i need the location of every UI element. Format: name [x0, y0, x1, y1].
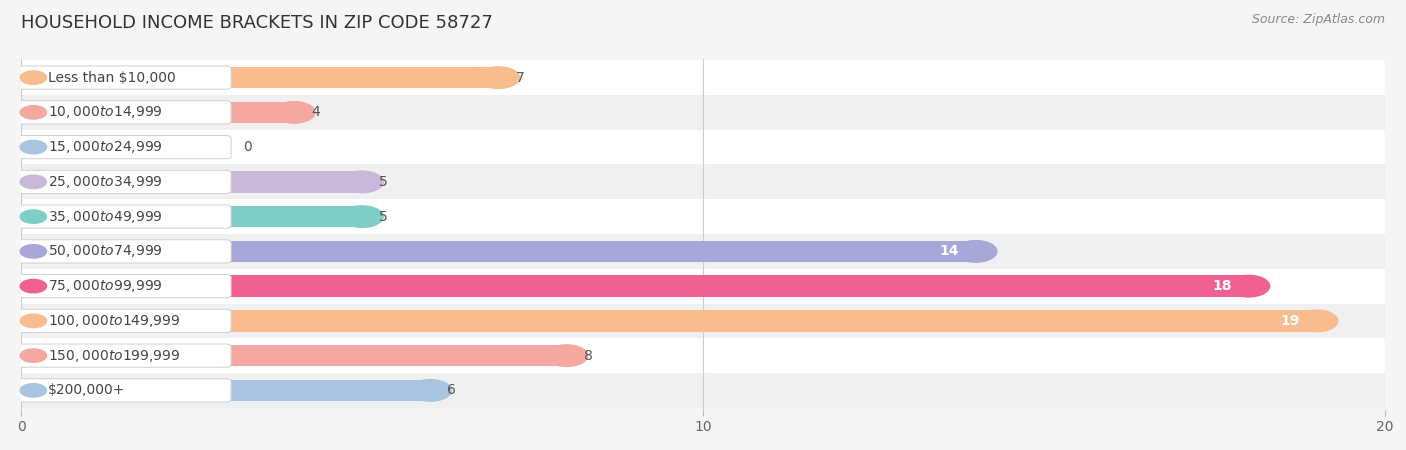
- Bar: [0, 338, 1406, 373]
- Text: Less than $10,000: Less than $10,000: [48, 71, 176, 85]
- Text: Source: ZipAtlas.com: Source: ZipAtlas.com: [1251, 14, 1385, 27]
- FancyBboxPatch shape: [15, 274, 231, 298]
- Bar: [21, 345, 567, 366]
- Bar: [21, 136, 31, 158]
- Text: 19: 19: [1281, 314, 1299, 328]
- FancyBboxPatch shape: [15, 170, 231, 194]
- Bar: [21, 102, 294, 123]
- FancyBboxPatch shape: [15, 240, 231, 263]
- Bar: [21, 206, 363, 227]
- Circle shape: [1227, 275, 1270, 297]
- Text: 4: 4: [311, 105, 319, 119]
- Text: $200,000+: $200,000+: [48, 383, 125, 397]
- Text: 7: 7: [516, 71, 524, 85]
- Bar: [0, 269, 1406, 303]
- Circle shape: [0, 102, 42, 123]
- Bar: [0, 199, 1406, 234]
- Text: $100,000 to $149,999: $100,000 to $149,999: [48, 313, 181, 329]
- Text: $15,000 to $24,999: $15,000 to $24,999: [48, 139, 163, 155]
- Circle shape: [1295, 310, 1339, 332]
- FancyBboxPatch shape: [15, 66, 231, 89]
- Circle shape: [0, 206, 42, 227]
- Circle shape: [273, 102, 315, 123]
- Circle shape: [20, 140, 46, 154]
- Bar: [21, 67, 499, 88]
- Circle shape: [0, 241, 42, 262]
- Text: $150,000 to $199,999: $150,000 to $199,999: [48, 348, 181, 364]
- Circle shape: [20, 106, 46, 119]
- Text: $35,000 to $49,999: $35,000 to $49,999: [48, 209, 163, 225]
- Circle shape: [20, 384, 46, 397]
- Circle shape: [409, 380, 451, 401]
- Text: $50,000 to $74,999: $50,000 to $74,999: [48, 243, 163, 259]
- Circle shape: [20, 210, 46, 223]
- Bar: [21, 171, 363, 193]
- FancyBboxPatch shape: [15, 205, 231, 228]
- Circle shape: [0, 345, 42, 366]
- Circle shape: [20, 349, 46, 362]
- FancyBboxPatch shape: [15, 101, 231, 124]
- Circle shape: [0, 171, 42, 193]
- Circle shape: [340, 171, 384, 193]
- Text: HOUSEHOLD INCOME BRACKETS IN ZIP CODE 58727: HOUSEHOLD INCOME BRACKETS IN ZIP CODE 58…: [21, 14, 494, 32]
- Circle shape: [546, 345, 588, 366]
- Circle shape: [0, 67, 42, 88]
- FancyBboxPatch shape: [15, 309, 231, 333]
- Bar: [0, 95, 1406, 130]
- Bar: [0, 165, 1406, 199]
- Text: $25,000 to $34,999: $25,000 to $34,999: [48, 174, 163, 190]
- Text: 5: 5: [380, 175, 388, 189]
- Circle shape: [20, 245, 46, 258]
- Bar: [21, 380, 430, 401]
- Bar: [21, 275, 1249, 297]
- Bar: [0, 303, 1406, 338]
- FancyBboxPatch shape: [15, 135, 231, 159]
- Text: $75,000 to $99,999: $75,000 to $99,999: [48, 278, 163, 294]
- Text: $10,000 to $14,999: $10,000 to $14,999: [48, 104, 163, 120]
- Circle shape: [0, 310, 42, 332]
- Circle shape: [340, 206, 384, 227]
- Text: 5: 5: [380, 210, 388, 224]
- Circle shape: [20, 314, 46, 328]
- Circle shape: [20, 279, 46, 293]
- Text: 6: 6: [447, 383, 456, 397]
- Circle shape: [477, 67, 520, 88]
- Text: 0: 0: [243, 140, 252, 154]
- Bar: [0, 234, 1406, 269]
- Text: 14: 14: [939, 244, 959, 258]
- Bar: [0, 373, 1406, 408]
- Bar: [0, 60, 1406, 95]
- Bar: [21, 241, 976, 262]
- FancyBboxPatch shape: [15, 344, 231, 367]
- Circle shape: [955, 241, 997, 262]
- Circle shape: [0, 275, 42, 297]
- Text: 18: 18: [1212, 279, 1232, 293]
- Bar: [0, 130, 1406, 165]
- Circle shape: [0, 380, 42, 401]
- Bar: [21, 310, 1317, 332]
- Circle shape: [0, 136, 42, 158]
- Circle shape: [20, 71, 46, 84]
- Text: 8: 8: [583, 349, 592, 363]
- Circle shape: [20, 175, 46, 189]
- FancyBboxPatch shape: [15, 379, 231, 402]
